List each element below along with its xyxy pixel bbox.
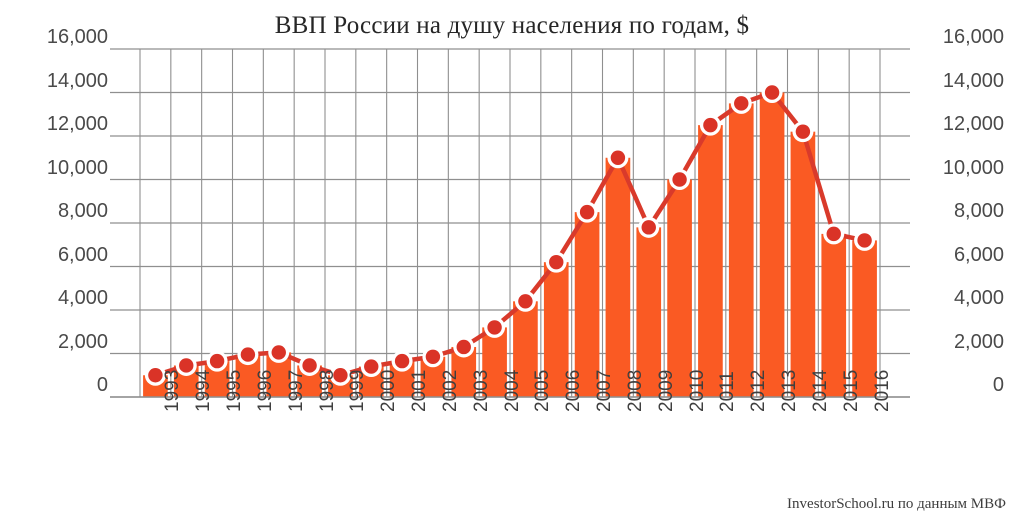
x-axis-tick-label: 2003 <box>470 369 492 412</box>
y-axis-tick-label-left: 8,000 <box>57 200 108 222</box>
bar <box>728 103 754 397</box>
data-point-marker <box>672 172 687 187</box>
y-axis-tick-label-left: 6,000 <box>57 243 108 266</box>
data-point-marker <box>734 96 749 111</box>
x-axis-tick-label: 2009 <box>655 369 677 412</box>
data-point-marker <box>240 347 256 362</box>
y-axis-tick-label-right: 6,000 <box>953 243 1004 266</box>
x-axis-tick-label: 2014 <box>809 369 831 412</box>
data-point-marker <box>179 358 194 373</box>
data-point-marker <box>425 349 441 364</box>
data-point-marker <box>148 368 163 383</box>
x-axis-tick-label: 2002 <box>439 369 461 412</box>
data-point-marker <box>302 358 317 373</box>
x-axis-tick-label: 1996 <box>254 369 276 412</box>
data-point-marker <box>394 353 410 369</box>
bar <box>852 240 877 397</box>
bar <box>821 233 847 397</box>
data-point-marker <box>610 150 626 165</box>
data-point-marker <box>271 345 286 360</box>
bar <box>574 212 600 397</box>
data-point-marker <box>549 254 564 270</box>
x-axis-tick-label: 2005 <box>532 369 554 412</box>
x-axis-tick-label: 1994 <box>193 369 215 412</box>
y-axis-tick-label-right: 2,000 <box>953 330 1004 353</box>
data-point-marker <box>209 353 225 369</box>
y-axis-tick-label-left: 16,000 <box>46 26 108 48</box>
y-axis-tick-label-left: 4,000 <box>57 287 108 309</box>
y-axis-tick-label-right: 14,000 <box>942 69 1004 92</box>
x-axis-tick-label: 1995 <box>224 369 246 412</box>
y-axis-tick-label-right: 8,000 <box>953 200 1004 222</box>
x-axis-tick-label: 2010 <box>686 369 708 412</box>
y-axis-tick-label-right: 4,000 <box>953 287 1004 309</box>
data-point-marker <box>579 204 595 220</box>
y-axis-tick-label-right: 12,000 <box>942 113 1004 135</box>
data-point-marker <box>456 339 471 355</box>
x-axis-tick-label: 1998 <box>316 369 338 412</box>
x-axis-tick-label: 2004 <box>501 369 523 412</box>
x-axis-tick-label: 1993 <box>162 369 184 412</box>
bar <box>790 131 816 397</box>
bar <box>636 227 662 397</box>
data-point-marker <box>764 85 780 100</box>
bar <box>667 179 692 397</box>
bar <box>605 157 631 397</box>
data-point-marker <box>826 226 841 242</box>
x-axis-tick-label: 2012 <box>748 369 770 412</box>
y-axis-tick-label-right: 10,000 <box>942 156 1004 179</box>
chart-title: ВВП России на душу населения по годам, $ <box>274 12 750 39</box>
data-point-marker <box>703 117 718 133</box>
y-axis-tick-label-right: 0 <box>992 374 1004 396</box>
bar <box>759 92 785 397</box>
data-point-marker <box>641 220 656 235</box>
source-note: InvestorSchool.ru по данным МВФ <box>787 496 1006 512</box>
bar <box>482 327 507 397</box>
bar <box>698 125 723 397</box>
y-axis-tick-label-right: 16,000 <box>942 26 1004 48</box>
y-axis-tick-label-left: 0 <box>96 374 108 396</box>
x-axis-tick-label: 2015 <box>840 369 862 412</box>
data-point-marker <box>857 233 872 248</box>
y-axis-tick-label-left: 12,000 <box>46 113 108 135</box>
data-point-marker <box>364 359 379 374</box>
y-axis-tick-label-left: 2,000 <box>57 330 108 353</box>
x-axis-tick-label: 2000 <box>378 369 400 412</box>
x-axis-tick-label: 2013 <box>779 369 801 412</box>
data-point-marker <box>333 368 348 383</box>
y-axis-tick-label-left: 14,000 <box>46 69 108 92</box>
bar <box>513 301 538 397</box>
data-point-marker <box>795 124 811 139</box>
x-axis-tick-label: 2011 <box>717 371 739 412</box>
data-point-marker <box>518 294 533 309</box>
y-axis-tick-label-left: 10,000 <box>46 156 108 179</box>
x-axis-tick-label: 2008 <box>624 369 646 412</box>
x-axis-tick-label: 2001 <box>409 369 431 412</box>
x-axis-tick-label: 2016 <box>871 369 893 412</box>
x-axis-tick-label: 2007 <box>594 369 616 412</box>
bar <box>543 262 569 397</box>
x-axis-tick-label: 1997 <box>285 369 307 412</box>
x-axis-tick-label: 2006 <box>563 369 585 412</box>
x-axis-tick-label: 1999 <box>347 369 369 412</box>
data-point-marker <box>487 320 502 335</box>
